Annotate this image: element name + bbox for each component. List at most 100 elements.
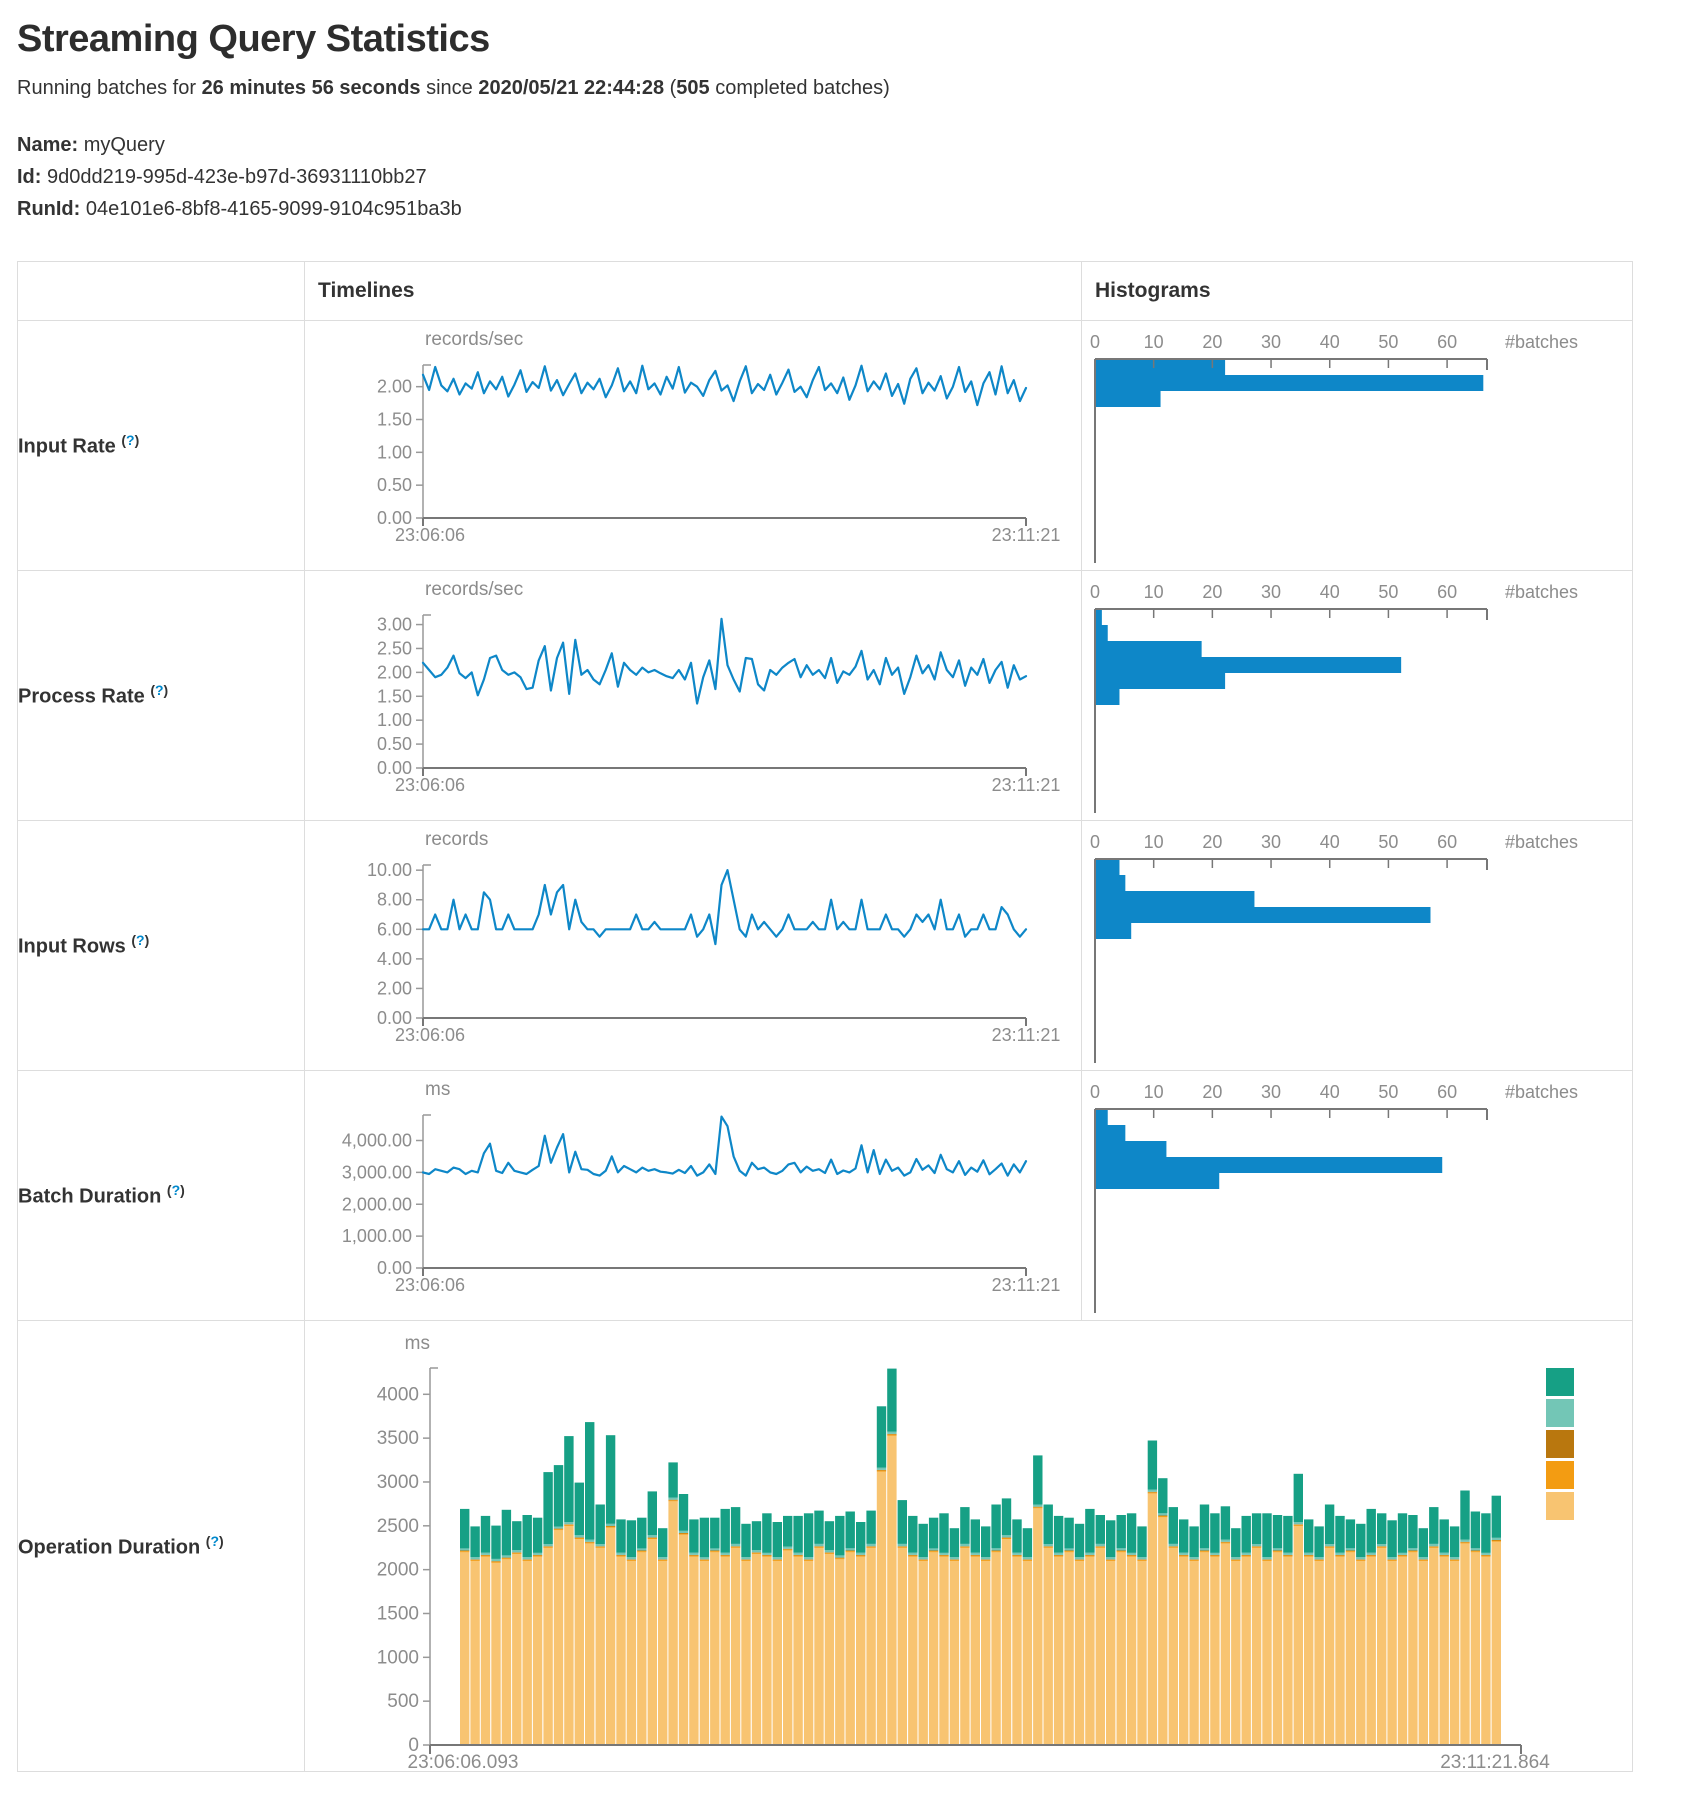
svg-text:23:06:06.093: 23:06:06.093 (408, 1752, 519, 1771)
input-rate-label-cell: Input Rate (?) (17, 320, 305, 571)
svg-text:23:11:21: 23:11:21 (992, 1025, 1061, 1045)
svg-text:40: 40 (1320, 332, 1340, 352)
svg-text:50: 50 (1378, 1082, 1398, 1102)
svg-text:0.00: 0.00 (377, 758, 412, 778)
table-row: Input Rate (?) records/sec 0.00 0.50 1.00 1.… (17, 320, 1633, 571)
run-duration: 26 minutes 56 seconds (201, 77, 421, 99)
query-runid-line: RunId: 04e101e6-8bf8-4165-9099-9104c951b… (17, 198, 462, 220)
input-rows-histogram-chart: 0 10 20 30 40 50 60 #batches (1082, 823, 1632, 1068)
svg-text:23:06:06: 23:06:06 (395, 1275, 465, 1295)
svg-text:4,000.00: 4,000.00 (342, 1131, 412, 1151)
svg-text:40: 40 (1320, 832, 1340, 852)
svg-text:0: 0 (1090, 582, 1100, 602)
svg-text:4.00: 4.00 (377, 949, 412, 969)
help-icon[interactable]: (?) (205, 1532, 224, 1549)
running-batches-summary: Running batches for 26 minutes 56 second… (17, 77, 890, 99)
svg-text:0.50: 0.50 (377, 475, 412, 495)
process-rate-histogram-chart: 0 10 20 30 40 50 60 #batches (1082, 573, 1632, 818)
page: Streaming Query Statistics Running batch… (17, 18, 1633, 1772)
help-icon[interactable]: (?) (121, 432, 140, 449)
svg-text:10: 10 (1144, 582, 1164, 602)
process-rate-label-cell: Process Rate (?) (17, 570, 305, 821)
svg-text:10.00: 10.00 (367, 860, 412, 880)
svg-text:4000: 4000 (377, 1384, 419, 1405)
statistics-table: Timelines Histograms Input Rate (?) reco… (17, 261, 1633, 1772)
input-rows-timeline-chart: records 0.00 2.00 4.00 6.00 8.00 10.00 23:06:06… (305, 823, 1081, 1068)
svg-text:records/sec: records/sec (425, 579, 523, 600)
svg-text:#batches: #batches (1505, 582, 1578, 602)
svg-text:1500: 1500 (377, 1603, 419, 1624)
svg-text:1,000.00: 1,000.00 (342, 1226, 412, 1246)
process-rate-timeline-chart: records/sec 0.00 0.50 1.00 1.50 2.00 2.50 3.00 2… (305, 573, 1081, 818)
svg-text:0.00: 0.00 (377, 1258, 412, 1278)
metric-label: Input Rate (18, 435, 116, 458)
help-icon[interactable]: (?) (166, 1182, 185, 1199)
svg-text:50: 50 (1378, 332, 1398, 352)
svg-text:60: 60 (1437, 332, 1457, 352)
page-title: Streaming Query Statistics (17, 18, 490, 60)
svg-text:23:11:21: 23:11:21 (992, 775, 1061, 795)
help-icon[interactable]: (?) (131, 932, 150, 949)
input-rate-timeline-chart: records/sec 0.00 0.50 1.00 1.50 2.00 23:06:06 2… (305, 323, 1081, 568)
svg-text:3000: 3000 (377, 1472, 419, 1493)
svg-text:2.00: 2.00 (377, 978, 412, 998)
completed-batches-count: 505 (676, 77, 710, 99)
svg-text:30: 30 (1261, 582, 1281, 602)
input-rows-label-cell: Input Rows (?) (17, 820, 305, 1071)
svg-text:23:11:21: 23:11:21 (992, 525, 1061, 545)
batch-duration-histogram-chart: 0 10 20 30 40 50 60 #batches (1082, 1073, 1632, 1318)
timelines-header: Timelines (304, 261, 1082, 321)
svg-text:10: 10 (1144, 832, 1164, 852)
svg-text:0.50: 0.50 (377, 734, 412, 754)
svg-text:20: 20 (1202, 332, 1222, 352)
svg-text:20: 20 (1202, 1082, 1222, 1102)
svg-text:1.50: 1.50 (377, 686, 412, 706)
svg-text:0: 0 (1090, 332, 1100, 352)
metric-label: Process Rate (18, 685, 145, 708)
query-id-line: Id: 9d0dd219-995d-423e-b97d-36931110bb27 (17, 166, 427, 188)
query-id: 9d0dd219-995d-423e-b97d-36931110bb27 (47, 166, 427, 188)
svg-text:1.50: 1.50 (377, 410, 412, 430)
svg-text:ms: ms (405, 1333, 430, 1354)
svg-text:40: 40 (1320, 1082, 1340, 1102)
svg-text:3.00: 3.00 (377, 615, 412, 635)
svg-text:3,000.00: 3,000.00 (342, 1162, 412, 1182)
svg-text:23:06:06: 23:06:06 (395, 525, 465, 545)
svg-text:ms: ms (425, 1079, 450, 1100)
svg-text:0: 0 (1090, 832, 1100, 852)
legend-swatch (1546, 1368, 1574, 1396)
svg-text:#batches: #batches (1505, 832, 1578, 852)
query-name-line: Name: myQuery (17, 134, 165, 156)
empty-header-cell (17, 261, 305, 321)
svg-text:1000: 1000 (377, 1647, 419, 1668)
legend-swatch (1546, 1430, 1574, 1458)
svg-text:1.00: 1.00 (377, 442, 412, 462)
svg-text:1.00: 1.00 (377, 710, 412, 730)
svg-text:0: 0 (1090, 1082, 1100, 1102)
svg-text:30: 30 (1261, 1082, 1281, 1102)
histograms-header: Histograms (1081, 261, 1633, 321)
svg-text:8.00: 8.00 (377, 890, 412, 910)
svg-text:60: 60 (1437, 832, 1457, 852)
svg-text:23:11:21.864: 23:11:21.864 (1440, 1752, 1550, 1771)
svg-text:40: 40 (1320, 582, 1340, 602)
help-icon[interactable]: (?) (150, 682, 169, 699)
start-timestamp: 2020/05/21 22:44:28 (478, 77, 665, 99)
svg-text:30: 30 (1261, 332, 1281, 352)
batch-duration-label-cell: Batch Duration (?) (17, 1070, 305, 1321)
table-row: Process Rate (?) records/sec 0.00 0.50 1.00… (17, 570, 1633, 821)
svg-text:23:06:06: 23:06:06 (395, 775, 465, 795)
svg-text:10: 10 (1144, 1082, 1164, 1102)
svg-text:50: 50 (1378, 832, 1398, 852)
svg-text:50: 50 (1378, 582, 1398, 602)
svg-text:#batches: #batches (1505, 332, 1578, 352)
svg-text:30: 30 (1261, 832, 1281, 852)
svg-text:500: 500 (387, 1691, 419, 1712)
svg-text:60: 60 (1437, 1082, 1457, 1102)
svg-text:0.00: 0.00 (377, 1008, 412, 1028)
svg-text:10: 10 (1144, 332, 1164, 352)
batch-duration-timeline-chart: ms 0.00 1,000.00 2,000.00 3,000.00 4,000.00 23… (305, 1073, 1081, 1318)
svg-text:records: records (425, 829, 488, 850)
svg-text:20: 20 (1202, 832, 1222, 852)
table-row: Operation Duration (?) ms 0 500 1000 1500 200… (17, 1320, 1633, 1772)
